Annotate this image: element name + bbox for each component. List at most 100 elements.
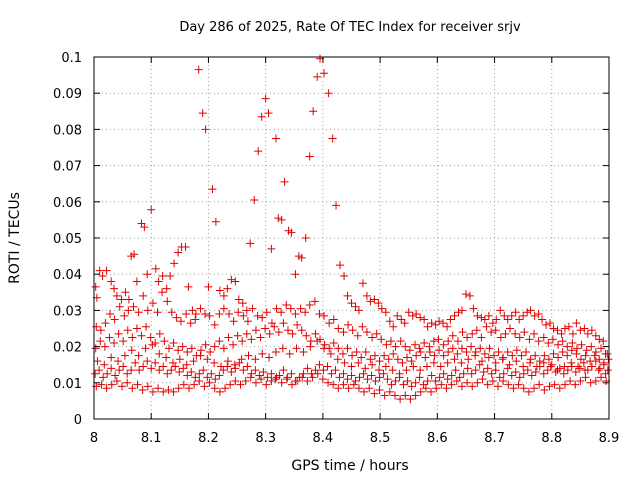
data-point: [393, 311, 402, 320]
data-point: [236, 380, 245, 389]
y-tick-label: 0.02: [53, 341, 82, 356]
data-point: [377, 335, 386, 344]
data-point: [401, 391, 410, 400]
data-point: [121, 288, 130, 297]
data-point: [443, 358, 452, 367]
data-point: [358, 279, 367, 288]
data-point: [522, 348, 531, 357]
data-point: [525, 335, 534, 344]
data-point: [132, 277, 141, 286]
data-point: [287, 369, 296, 378]
data-point: [575, 364, 584, 373]
data-point: [271, 134, 280, 143]
data-point: [425, 348, 434, 357]
data-point: [519, 311, 528, 320]
data-point: [271, 348, 280, 357]
data-point: [147, 364, 156, 373]
data-point: [282, 375, 291, 384]
data-point: [253, 311, 262, 320]
data-point: [532, 362, 541, 371]
data-point: [365, 384, 374, 393]
data-point: [225, 310, 234, 319]
data-point: [197, 346, 206, 355]
data-point: [172, 313, 181, 322]
data-point: [258, 349, 267, 358]
data-point: [381, 362, 390, 371]
y-tick-label: 0.07: [53, 160, 82, 175]
data-point: [250, 195, 259, 204]
data-point: [251, 355, 260, 364]
data-point: [374, 366, 383, 375]
data-point: [155, 329, 164, 338]
data-point: [489, 351, 498, 360]
data-point: [590, 351, 599, 360]
data-point: [454, 308, 463, 317]
data-point: [343, 375, 352, 384]
data-point: [196, 304, 205, 313]
data-point: [224, 333, 233, 342]
data-point: [434, 335, 443, 344]
data-point: [555, 364, 564, 373]
data-point: [248, 304, 257, 313]
data-point: [320, 69, 329, 78]
data-point: [128, 333, 137, 342]
data-point: [401, 342, 410, 351]
data-point: [576, 376, 585, 385]
data-point: [476, 344, 485, 353]
data-point: [450, 355, 459, 364]
data-point: [354, 358, 363, 367]
data-point: [370, 389, 379, 398]
data-point: [311, 329, 320, 338]
data-point: [107, 364, 116, 373]
data-point: [291, 270, 300, 279]
data-point: [407, 357, 416, 366]
data-point: [488, 319, 497, 328]
data-point: [264, 109, 273, 118]
data-point: [495, 373, 504, 382]
data-point: [475, 360, 484, 369]
data-point: [167, 308, 176, 317]
data-point: [183, 348, 192, 357]
data-point: [554, 353, 563, 362]
x-tick-label: 8.7: [484, 431, 505, 446]
data-point: [443, 322, 452, 331]
data-point: [231, 364, 240, 373]
data-point: [485, 344, 494, 353]
grid-lines: [94, 57, 609, 419]
data-point: [343, 344, 352, 353]
data-point: [306, 342, 315, 351]
data-point: [219, 366, 228, 375]
data-point: [366, 297, 375, 306]
data-point: [310, 297, 319, 306]
data-point: [423, 322, 432, 331]
data-point: [539, 333, 548, 342]
data-point: [507, 311, 516, 320]
data-point: [279, 319, 288, 328]
data-point: [280, 177, 289, 186]
data-point: [351, 376, 360, 385]
data-point: [239, 311, 248, 320]
data-point: [243, 317, 252, 326]
data-point: [432, 384, 441, 393]
data-point: [154, 277, 163, 286]
data-point: [164, 344, 173, 353]
data-point: [242, 306, 251, 315]
data-point: [179, 364, 188, 373]
data-point: [96, 337, 105, 346]
data-point: [357, 353, 366, 362]
data-point: [313, 337, 322, 346]
data-point: [488, 376, 497, 385]
data-point: [583, 329, 592, 338]
data-point: [303, 364, 312, 373]
data-point: [479, 367, 488, 376]
data-point: [550, 380, 559, 389]
data-point: [430, 351, 439, 360]
data-point: [237, 355, 246, 364]
data-point: [188, 306, 197, 315]
data-point: [143, 270, 152, 279]
data-point: [581, 351, 590, 360]
data-point: [581, 373, 590, 382]
data-point: [91, 282, 100, 291]
x-tick-label: 8.3: [255, 431, 276, 446]
data-point: [148, 299, 157, 308]
